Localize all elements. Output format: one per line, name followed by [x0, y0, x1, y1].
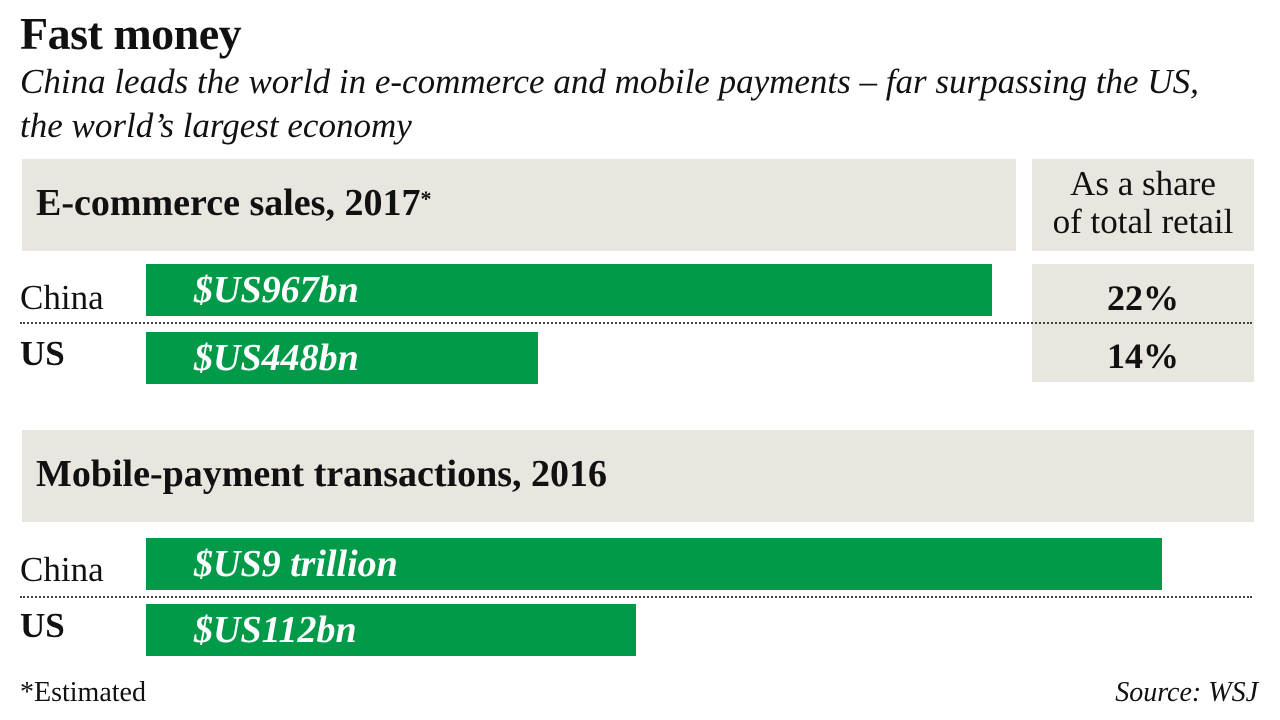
- share-value-china: 22%: [1107, 278, 1179, 318]
- bar-label-ecommerce-china: $US967bn: [194, 269, 359, 311]
- row-label-china-mobile: China: [20, 550, 104, 589]
- row-divider: [20, 322, 1252, 324]
- bar-label-mobile-us: $US112bn: [194, 609, 357, 651]
- row-label-china: China: [20, 278, 104, 317]
- row-label-us-mobile: US: [20, 606, 65, 645]
- bar-ecommerce-us: $US448bn: [146, 332, 538, 384]
- row-label-us: US: [20, 334, 65, 373]
- share-header-panel: As a share of total retail: [1032, 159, 1254, 251]
- mobile-header-panel: Mobile-payment transactions, 2016: [22, 430, 1254, 522]
- bar-ecommerce-china: $US967bn: [146, 264, 992, 316]
- bar-label-ecommerce-us: $US448bn: [194, 337, 359, 379]
- share-value-us: 14%: [1107, 336, 1179, 376]
- share-header-label: As a share of total retail: [1052, 164, 1234, 241]
- ecommerce-section-title: E-commerce sales, 2017*: [36, 182, 432, 224]
- chart-title: Fast money: [20, 8, 242, 59]
- bar-label-mobile-china: $US9 trillion: [194, 543, 398, 585]
- source-credit: Source: WSJ: [1115, 677, 1258, 708]
- row-divider: [20, 596, 1252, 598]
- chart-subtitle: China leads the world in e-commerce and …: [20, 62, 1199, 145]
- footnote: *Estimated: [20, 677, 146, 708]
- ecommerce-header-panel: E-commerce sales, 2017*: [22, 159, 1016, 251]
- mobile-section-title: Mobile-payment transactions, 2016: [36, 453, 608, 495]
- bar-mobile-china: $US9 trillion: [146, 538, 1162, 590]
- bar-mobile-us: $US112bn: [146, 604, 636, 656]
